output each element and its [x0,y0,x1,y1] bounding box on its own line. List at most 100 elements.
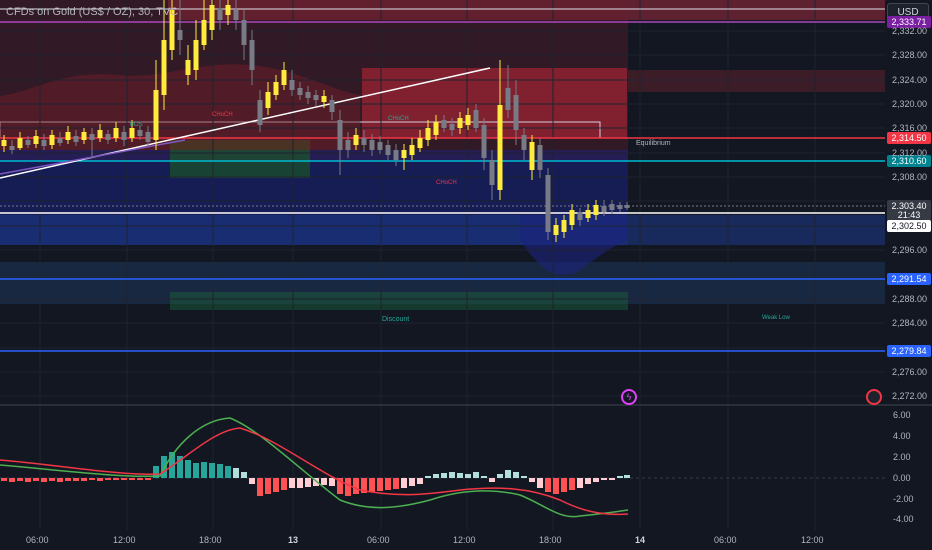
horizontal-levels [0,8,885,352]
candle[interactable] [409,138,415,160]
candle[interactable] [17,132,23,150]
candle[interactable] [193,20,199,80]
candle[interactable] [601,200,607,216]
candle[interactable] [529,135,535,180]
candle[interactable] [521,128,527,160]
time-axis-label: 18:00 [539,535,562,545]
candle[interactable] [49,130,55,149]
candle[interactable] [505,65,511,118]
candle[interactable] [281,62,287,90]
macd-histogram-bar [449,472,455,478]
candle[interactable] [345,132,351,158]
macd-axis-label: 6.00 [893,410,911,420]
macd-histogram-bar [153,466,159,478]
candle[interactable] [353,128,359,150]
candle[interactable] [97,124,103,142]
flash-alert-icon[interactable]: ϟ [621,389,637,405]
candle[interactable] [65,126,71,144]
candle[interactable] [457,112,463,134]
candle[interactable] [609,200,615,214]
candle[interactable] [25,136,31,148]
candle[interactable] [41,134,47,150]
candle[interactable] [169,0,175,60]
candle[interactable] [624,202,630,210]
candle[interactable] [113,122,119,142]
candle[interactable] [297,82,303,100]
candle[interactable] [321,90,327,108]
candle[interactable] [257,90,263,132]
candle[interactable] [273,75,279,100]
macd-histogram-bar [273,478,279,492]
choch-label: CHoCH [388,116,409,122]
macd-histogram-bar [345,478,351,496]
candle[interactable] [289,70,295,96]
candle[interactable] [617,202,623,212]
candle[interactable] [561,215,567,238]
candle[interactable] [249,30,255,85]
candle[interactable] [9,140,15,154]
price-axis-label: 2,296.00 [892,245,928,255]
candle[interactable] [369,134,375,156]
candle[interactable] [305,86,311,104]
candle[interactable] [153,60,159,150]
macd-axis-label: 2.00 [893,452,911,462]
candle[interactable] [73,130,79,146]
candle[interactable] [177,0,183,55]
candle[interactable] [233,0,239,30]
macd-histogram-bar [513,472,519,478]
price-axis-label: 2,332.00 [892,26,928,36]
candle[interactable] [553,218,559,242]
candle[interactable] [577,208,583,226]
candle[interactable] [441,115,447,132]
candle[interactable] [393,144,399,166]
candle[interactable] [585,204,591,222]
candle[interactable] [537,138,543,178]
candle[interactable] [449,118,455,136]
macd-histogram-bar [425,476,431,478]
candle[interactable] [569,204,575,230]
candle[interactable] [401,144,407,170]
candle[interactable] [137,126,143,140]
candle[interactable] [361,130,367,152]
candle[interactable] [313,90,319,106]
macd-histogram-bar [169,452,175,478]
candle[interactable] [377,136,383,154]
macd-histogram-bar [577,478,583,488]
price-axis-label: 2,312.00 [892,148,928,158]
candle[interactable] [433,115,439,140]
candle[interactable] [161,0,167,110]
candle[interactable] [513,80,519,145]
candle[interactable] [57,132,63,146]
candle[interactable] [185,45,191,85]
candle[interactable] [265,82,271,115]
candle[interactable] [593,200,599,220]
candle[interactable] [545,168,551,240]
candle[interactable] [129,120,135,142]
candle[interactable] [225,0,231,25]
candle[interactable] [417,130,423,152]
macd-histogram-bar [537,478,543,488]
flag-icon[interactable] [866,389,882,405]
candle[interactable] [105,130,111,144]
candle[interactable] [121,126,127,146]
candle[interactable] [145,126,151,146]
candle[interactable] [81,128,87,144]
candle[interactable] [473,104,479,132]
candle[interactable] [497,60,503,200]
candle[interactable] [489,150,495,200]
candle[interactable] [33,130,39,148]
candle[interactable] [1,135,7,152]
candle[interactable] [217,0,223,30]
candle[interactable] [425,120,431,146]
candle[interactable] [201,0,207,50]
candle[interactable] [89,128,95,158]
candle[interactable] [465,108,471,130]
candle[interactable] [329,95,335,120]
candle[interactable] [241,10,247,60]
candle[interactable] [481,118,487,170]
candle[interactable] [209,0,215,40]
candle[interactable] [337,110,343,175]
macd-histogram-bar [457,473,463,478]
candle[interactable] [385,140,391,160]
